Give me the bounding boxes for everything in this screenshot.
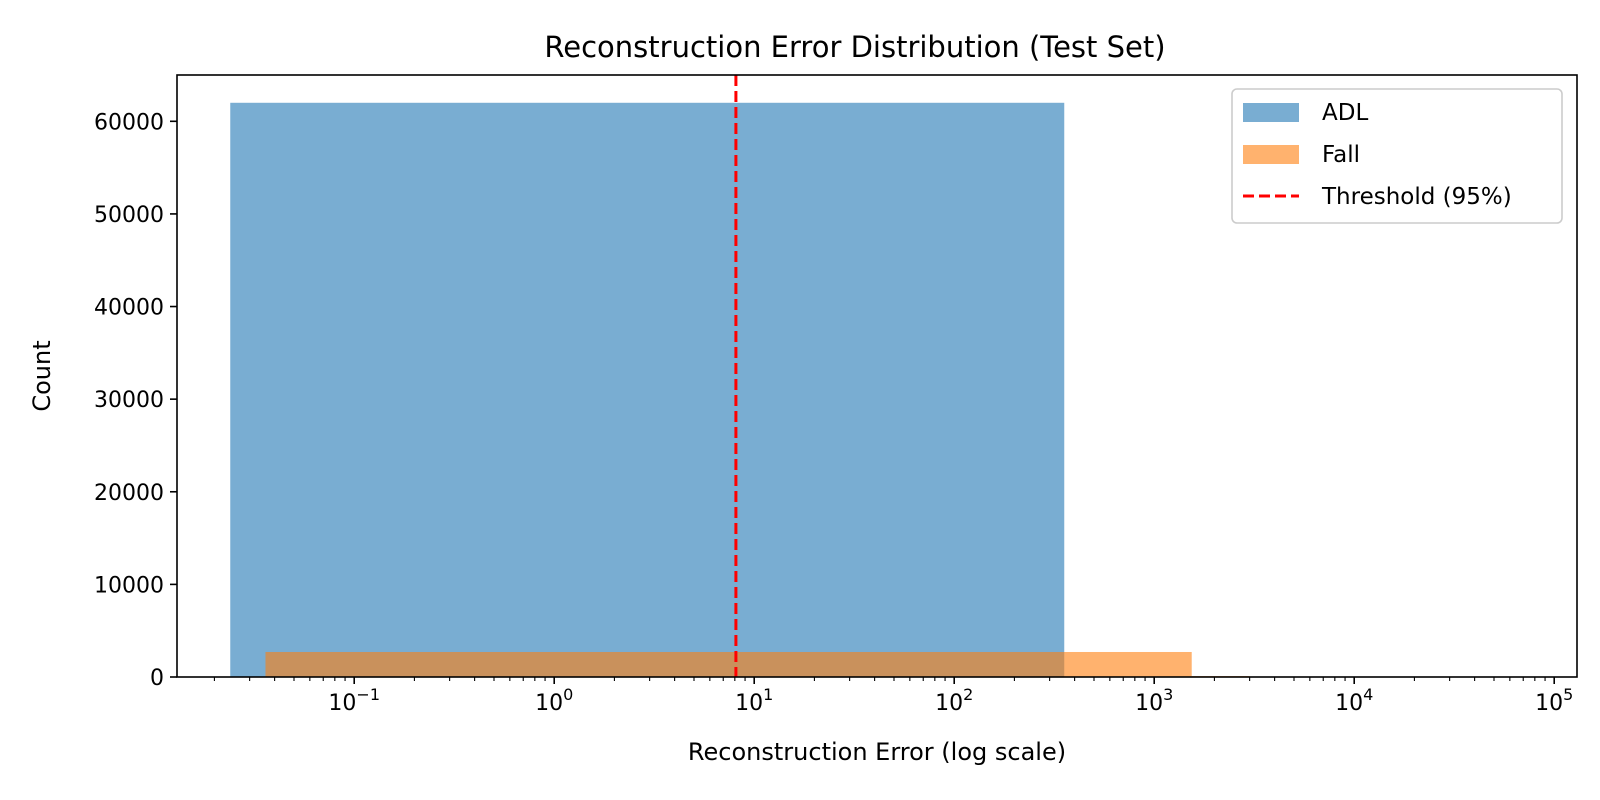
x-tick-label: 103 (1135, 685, 1173, 716)
legend-label: Threshold (95%) (1321, 184, 1512, 210)
y-tick-label: 50000 (94, 203, 164, 228)
plot-area (230, 75, 1250, 678)
y-tick-label: 0 (150, 666, 164, 691)
legend: ADL Fall Threshold (95%) (1231, 88, 1563, 224)
y-axis: 0 10000 20000 30000 40000 50000 60000 (94, 110, 177, 691)
legend-swatch-fall (1243, 145, 1299, 164)
y-tick-label: 30000 (94, 388, 164, 413)
y-tick-label: 10000 (94, 573, 164, 598)
y-tick-label: 20000 (94, 481, 164, 506)
x-axis: 10−1 100 101 102 103 104 105 (213, 677, 1573, 716)
x-tick-label: 105 (1535, 685, 1573, 716)
y-tick-label: 40000 (94, 296, 164, 321)
x-axis-label: Reconstruction Error (log scale) (688, 738, 1066, 766)
chart-title: Reconstruction Error Distribution (Test … (544, 30, 1165, 64)
histogram-bar-adl (230, 102, 1065, 678)
legend-label: Fall (1322, 142, 1360, 168)
legend-swatch-adl (1243, 103, 1299, 122)
x-tick-label: 101 (735, 685, 773, 716)
legend-label: ADL (1322, 100, 1368, 126)
y-tick-label: 60000 (94, 110, 164, 135)
y-axis-label: Count (28, 340, 56, 411)
legend-box (1231, 88, 1563, 224)
x-tick-label: 104 (1335, 685, 1373, 716)
x-tick-label: 102 (935, 685, 973, 716)
x-tick-label: 100 (535, 685, 573, 716)
plot-frame (176, 74, 1578, 678)
x-tick-label: 10−1 (328, 685, 380, 716)
histogram-bar-fall (265, 651, 1192, 677)
